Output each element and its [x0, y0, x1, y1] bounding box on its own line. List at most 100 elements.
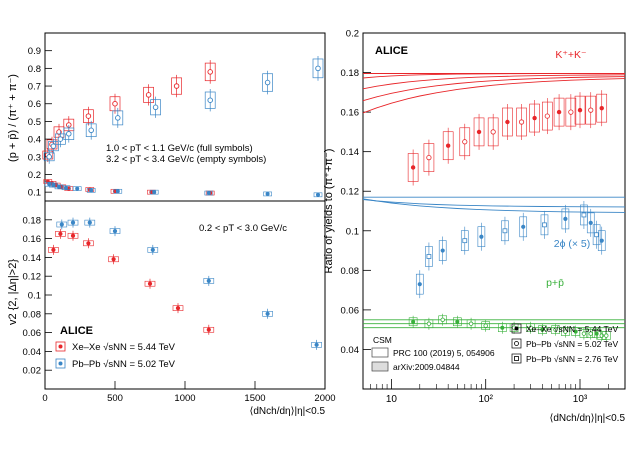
proton-point-open: [581, 331, 587, 336]
legend-dot-pbpb: [58, 361, 63, 366]
data-legend-pbpb276: Pb–Pb √sNN = 2.76 TeV: [526, 354, 618, 364]
proton-point-open: [483, 323, 488, 328]
data-point-open: [115, 115, 121, 121]
kaon-point-open: [588, 107, 594, 113]
data-legend-square-pbpb276: [514, 356, 519, 361]
y-tick-label-bl: 0.08: [23, 309, 42, 320]
proton-point-open: [553, 327, 558, 332]
right-frame: [362, 32, 626, 390]
x-tick-label-r: 10: [386, 394, 398, 405]
csm-kaon-curve: [362, 74, 626, 90]
data-point: [89, 188, 94, 193]
phi-label: 2ϕ (× 5): [554, 238, 591, 250]
phi-point-open: [594, 232, 600, 238]
right-x-axis: 10 10² 10³: [370, 379, 609, 405]
data-point: [206, 278, 211, 283]
proton-point: [411, 319, 416, 324]
csm-kaon-curve: [362, 78, 626, 114]
alice-logo-left: ALICE: [60, 325, 93, 337]
y-tick-label-tl: 0.1: [28, 188, 41, 199]
kaon-point: [410, 165, 416, 170]
right-y-axis: 0.04 0.06 0.08 0.1 0.12 0.14 0.16 0.18 0.2: [341, 29, 371, 356]
proton-point-open: [528, 325, 533, 330]
model-legend-swatch-1: [371, 347, 389, 358]
bottom-left-x-label: ⟨dNch/dη⟩|η|<0.5: [249, 406, 325, 417]
phi-point: [563, 216, 568, 222]
proton-point-open: [426, 321, 432, 326]
kaon-point: [476, 129, 482, 135]
x-tick-label-r: 10²: [478, 394, 493, 405]
x-tick-label-bl: 2000: [314, 393, 335, 404]
bottom-left-plot: [48, 217, 322, 350]
data-point: [206, 327, 211, 332]
data-point-open: [88, 127, 94, 134]
model-legend-title: CSM: [373, 335, 392, 345]
kaon-point-open: [426, 155, 432, 161]
data-point: [86, 241, 91, 246]
legend-marker-pbpb: [55, 358, 66, 369]
y-tick-label-bl: 0.18: [23, 215, 42, 226]
data-point-open: [152, 104, 159, 111]
y-tick-label-tl: 0.6: [28, 99, 41, 110]
kaon-point-open: [462, 139, 468, 145]
phi-point: [599, 238, 604, 243]
top-left-y-label: (p + p̄) / (π⁺ + π⁻): [7, 74, 19, 162]
proton-point: [540, 327, 545, 332]
alice-logo-right: ALICE: [375, 45, 408, 57]
data-point-open: [145, 92, 152, 98]
data-point: [265, 191, 270, 196]
data-legend-swatch-xexe: [511, 323, 522, 334]
kaon-point: [599, 105, 604, 111]
data-point: [64, 185, 68, 190]
proton-point-open: [563, 329, 568, 334]
phi-point-open: [542, 222, 547, 228]
x-tick-label-bl: 1000: [174, 393, 195, 404]
data-legend-xexe: Xe–Xe √sNN = 5.44 TeV: [526, 324, 618, 334]
x-tick-label-bl: 0: [42, 393, 47, 404]
data-point-open: [85, 113, 92, 119]
y-tick-label-tl: 0.2: [28, 170, 41, 181]
phi-point-open: [426, 254, 432, 259]
left-legend: Xe–Xe √sNN = 5.44 TeV Pb–Pb √sNN = 5.02 …: [55, 341, 176, 370]
top-left-y-axis: 0.1 0.2 0.3 0.4 0.5 0.6 0.7 0.8 0.9: [28, 46, 52, 199]
legend-label-pbpb: Pb–Pb √sNN = 5.02 TeV: [72, 359, 176, 370]
phi-point: [588, 220, 593, 225]
y-tick-label-bl: 0.02: [23, 366, 42, 377]
data-point: [51, 183, 56, 188]
data-point-open: [264, 79, 271, 86]
bottom-left-x-axis: 0 500 1000 1500 2000: [42, 381, 336, 404]
data-point: [70, 233, 76, 238]
phi-point: [521, 224, 526, 229]
data-legend-circle-pbpb502: [514, 341, 519, 346]
model-legend-swatch-2: [371, 361, 389, 372]
y-tick-label-bl: 0.16: [23, 234, 42, 245]
annotation-pt-range: 0.2 < pT < 3.0 GeV/c: [199, 223, 287, 234]
data-point: [70, 220, 76, 225]
y-tick-label-tl: 0.3: [28, 152, 41, 163]
x-tick-label-bl: 1500: [244, 393, 265, 404]
top-left-plot: [42, 55, 324, 198]
data-legend-swatch-pbpb502: [511, 338, 522, 349]
proton-point-open: [468, 321, 474, 326]
x-tick-label-bl: 500: [107, 393, 123, 404]
data-point: [175, 306, 181, 311]
kaon-point: [532, 115, 537, 121]
csm-phi-curve: [362, 199, 626, 208]
y-tick-label-bl: 0.1: [28, 291, 41, 302]
data-point-open: [66, 131, 72, 137]
y-tick-label-tl: 0.9: [28, 46, 41, 57]
data-point: [314, 342, 319, 347]
model-legend: CSM PRC 100 (2019) 5, 054906 arXiv:2009.…: [371, 335, 495, 372]
csm-kaon-curve: [362, 76, 626, 102]
proton-label: p+p̄: [546, 277, 564, 289]
data-point: [115, 189, 120, 194]
data-point: [111, 257, 116, 262]
bottom-left-y-axis: 0.02 0.04 0.06 0.08 0.1 0.12 0.14 0.16 0.18: [23, 215, 52, 377]
kaon-point: [577, 107, 583, 113]
proton-point-open: [599, 333, 604, 338]
data-point: [206, 191, 211, 196]
y-tick-label-r: 0.08: [341, 266, 360, 277]
y-tick-label-bl: 0.06: [23, 328, 42, 339]
annotation-full-symbols: 1.0 < pT < 1.1 GeV/c (full symbols): [106, 143, 253, 154]
y-tick-label-tl: 0.8: [28, 64, 41, 75]
